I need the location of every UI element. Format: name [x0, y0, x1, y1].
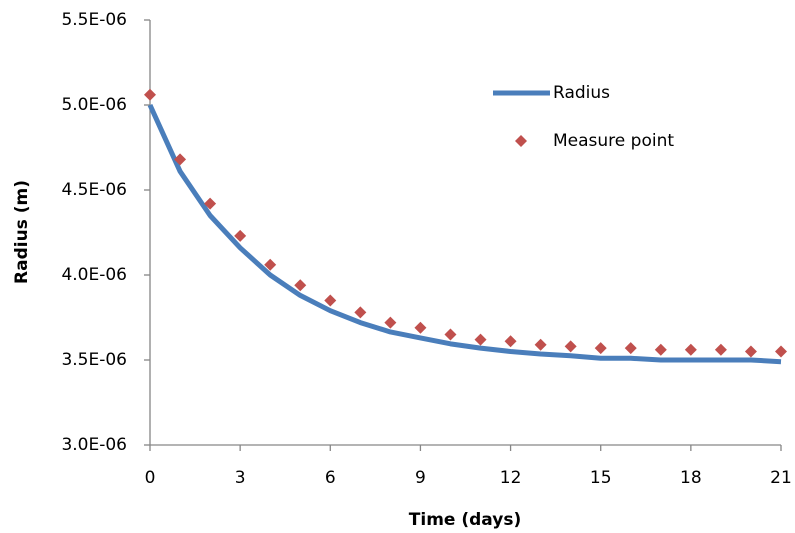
marker [564, 340, 577, 353]
y-tick-label: 3.0E-06 [61, 435, 127, 455]
y-tick-label: 3.5E-06 [61, 350, 127, 370]
marker [174, 153, 187, 166]
x-axis-title: Time (days) [409, 510, 521, 530]
x-tick-label: 6 [325, 468, 336, 488]
x-tick-label: 9 [415, 468, 426, 488]
x-tick-label: 18 [680, 468, 702, 488]
y-tick-label: 5.5E-06 [61, 10, 127, 30]
x-tick-label: 21 [770, 468, 792, 488]
marker [654, 343, 667, 356]
x-tick-label: 0 [145, 468, 156, 488]
marker [144, 88, 156, 101]
marker [234, 229, 247, 242]
y-tick-label: 5.0E-06 [61, 95, 127, 115]
marker [684, 343, 697, 356]
marker [534, 338, 547, 351]
marker [414, 321, 427, 334]
marker [714, 343, 727, 356]
legend-marker [515, 135, 527, 147]
marker [264, 258, 277, 271]
x-tick-label: 12 [500, 468, 522, 488]
marker [775, 345, 787, 358]
marker [294, 279, 307, 292]
marker [384, 316, 397, 329]
marker [354, 306, 367, 319]
y-tick-label: 4.5E-06 [61, 180, 127, 200]
marker [624, 342, 637, 355]
marker [594, 342, 607, 355]
x-tick-label: 15 [590, 468, 612, 488]
marker [504, 335, 517, 348]
marker [744, 345, 757, 358]
marker [204, 197, 217, 210]
legend-label: Measure point [553, 131, 674, 151]
line [147, 103, 782, 365]
marker [444, 328, 457, 341]
y-axis-title: Radius (m) [12, 180, 32, 284]
marker [324, 294, 337, 307]
legend-label: Radius [553, 83, 610, 103]
marker [474, 333, 487, 346]
y-tick-label: 4.0E-06 [61, 265, 127, 285]
x-tick-label: 3 [235, 468, 246, 488]
